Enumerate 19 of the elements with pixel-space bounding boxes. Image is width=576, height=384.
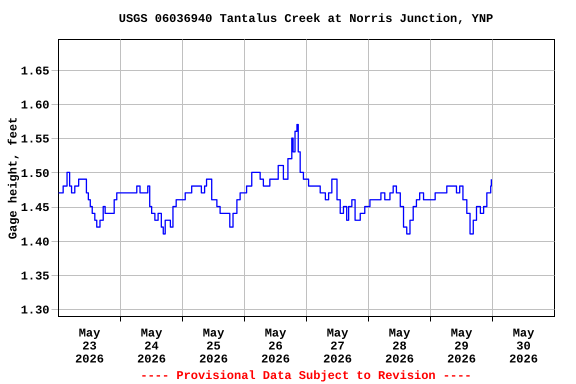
chart-title: USGS 06036940 Tantalus Creek at Norris Junction, YNP — [118, 12, 494, 26]
x-tick-label: May 26 2026 — [261, 326, 290, 366]
y-tick-label: 1.55 — [20, 132, 50, 147]
y-tick-label: 1.35 — [20, 269, 50, 284]
y-tick-label: 1.30 — [20, 304, 50, 318]
x-tick-label: May 23 2026 — [75, 326, 104, 366]
y-tick-label: 1.65 — [20, 64, 50, 78]
y-tick-label: 1.45 — [20, 201, 50, 216]
x-tick-label: May 28 2026 — [385, 326, 414, 366]
y-axis-title: Gage height, feet — [6, 116, 20, 240]
text: ---- Provisional Data Subject to Revision ---- — [140, 369, 472, 383]
x-tick-label: May 25 2026 — [199, 326, 228, 366]
x-tick-label: May 24 2026 — [137, 326, 166, 366]
x-tick-label: May 27 2026 — [323, 326, 352, 366]
y-tick-label: 1.50 — [20, 166, 50, 181]
x-tick-label: May 29 2026 — [447, 326, 476, 366]
y-tick-label: 1.60 — [20, 98, 50, 112]
y-tick-label: 1.40 — [20, 235, 50, 250]
x-tick-label: May 30 2026 — [509, 326, 538, 366]
